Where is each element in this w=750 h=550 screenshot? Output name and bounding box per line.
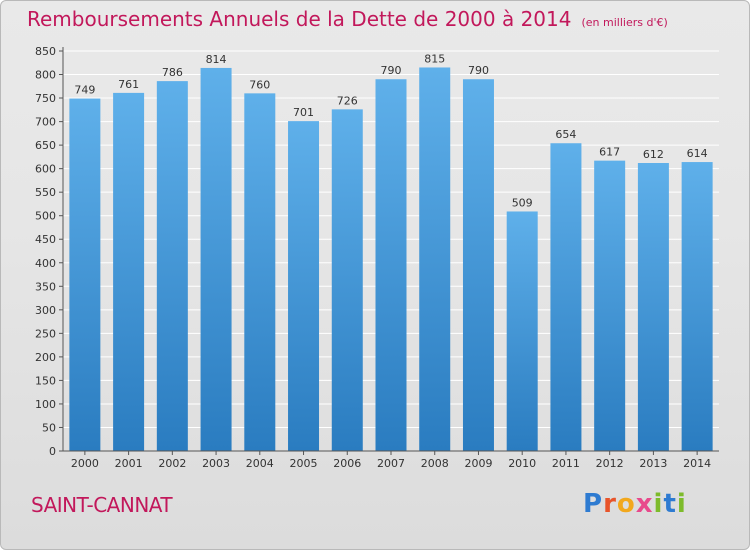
proxiti-logo: Proxiti [583, 489, 687, 519]
bar [594, 160, 626, 451]
bar [331, 109, 363, 452]
y-tick-label: 600 [35, 163, 56, 176]
bar [288, 121, 320, 451]
x-tick-label: 2010 [508, 457, 536, 470]
logo-letter: r [603, 489, 617, 519]
x-tick-label: 2008 [421, 457, 449, 470]
y-tick-label: 50 [42, 421, 56, 434]
commune-name: SAINT-CANNAT [31, 493, 173, 517]
bar [681, 162, 713, 451]
bar [550, 143, 582, 451]
value-label: 814 [206, 53, 227, 66]
y-tick-label: 750 [35, 92, 56, 105]
bar [375, 79, 407, 451]
bar [113, 92, 145, 451]
y-tick-label: 450 [35, 233, 56, 246]
x-tick-label: 2007 [377, 457, 405, 470]
value-label: 509 [512, 196, 533, 209]
value-label: 749 [74, 84, 95, 97]
y-tick-label: 250 [35, 327, 56, 340]
bar [462, 79, 494, 451]
value-label: 790 [381, 64, 402, 77]
bar [637, 163, 669, 451]
value-labels: 749 761 786 814 760 701 726 790 815 790 509 654 617 6… [74, 52, 707, 209]
value-label: 617 [599, 146, 620, 159]
chart-subtitle: (en milliers d'€) [581, 16, 668, 29]
value-label: 654 [555, 128, 576, 141]
x-tick-label: 2005 [290, 457, 318, 470]
bar [419, 67, 451, 452]
y-tick-label: 350 [35, 280, 56, 293]
x-tick-label: 2006 [333, 457, 361, 470]
y-tick-label: 0 [49, 445, 56, 458]
value-label: 760 [249, 78, 270, 91]
x-tick-label: 2013 [639, 457, 667, 470]
x-tick-label: 2014 [683, 457, 711, 470]
bar [69, 98, 101, 451]
y-tick-label: 700 [35, 116, 56, 129]
x-tick-label: 2004 [246, 457, 274, 470]
chart-title: Remboursements Annuels de la Dette de 20… [27, 7, 572, 31]
value-label: 815 [424, 52, 445, 65]
y-tick-label: 550 [35, 186, 56, 199]
y-tick-label: 500 [35, 210, 56, 223]
x-tick-label: 2009 [464, 457, 492, 470]
x-tick-label: 2000 [71, 457, 99, 470]
y-tick-label: 650 [35, 139, 56, 152]
value-label: 612 [643, 148, 664, 161]
value-label: 761 [118, 78, 139, 91]
x-tick-label: 2001 [115, 457, 143, 470]
value-label: 614 [687, 147, 708, 160]
x-tick-label: 2003 [202, 457, 230, 470]
y-tick-label: 300 [35, 304, 56, 317]
bar [506, 211, 538, 451]
logo-letter: o [616, 489, 636, 519]
bar [156, 81, 188, 451]
x-tick-label: 2011 [552, 457, 580, 470]
logo-letter: t [663, 489, 677, 519]
y-tick-label: 100 [35, 398, 56, 411]
logo-letter: x [635, 489, 654, 519]
y-tick-label: 200 [35, 351, 56, 364]
y-tick-label: 400 [35, 257, 56, 270]
x-tick-label: 2012 [596, 457, 624, 470]
logo-letter: i [676, 489, 687, 519]
value-label: 790 [468, 64, 489, 77]
y-tick-label: 800 [35, 69, 56, 82]
title-line: Remboursements Annuels de la Dette de 20… [27, 7, 668, 31]
axes: 0 50 100 150 200 250 300 350 400 450 500 550 600 650 7… [35, 45, 719, 470]
value-label: 701 [293, 106, 314, 119]
value-label: 786 [162, 66, 183, 79]
bar [200, 67, 232, 452]
logo-letter: i [653, 489, 664, 519]
bars [69, 67, 713, 452]
y-tick-label: 850 [35, 45, 56, 58]
y-tick-label: 150 [35, 374, 56, 387]
value-label: 726 [337, 94, 358, 107]
logo-letter: P [583, 489, 604, 519]
x-tick-label: 2002 [158, 457, 186, 470]
bar [244, 93, 276, 452]
